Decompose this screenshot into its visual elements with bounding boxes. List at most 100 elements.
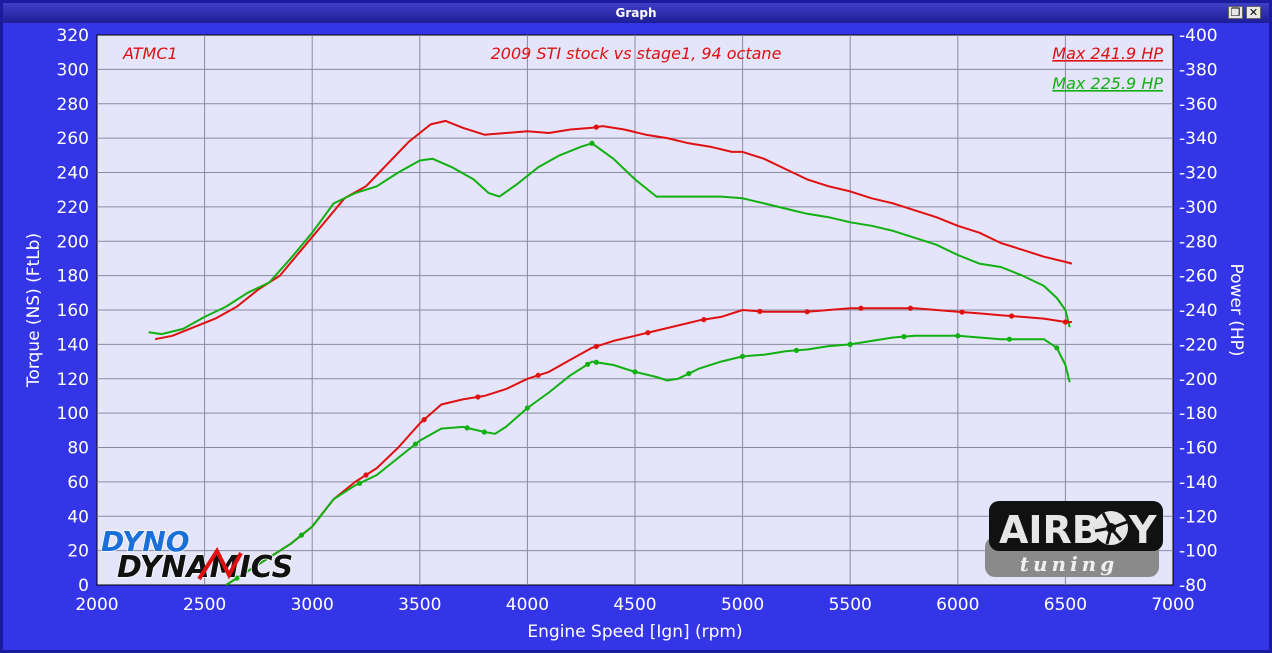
dyno-dynamics-logo: DYNO DYNAMICS	[100, 524, 294, 586]
airboy-logo-y: Y	[1128, 508, 1157, 552]
left-tick-label: 100	[57, 404, 89, 424]
series-marker	[535, 372, 541, 378]
series-line-2	[225, 307, 1072, 586]
right-tick-label: -360	[1179, 95, 1218, 115]
series-line-3	[225, 334, 1071, 586]
left-tick-label: 40	[67, 507, 89, 527]
right-tick-label: -300	[1179, 198, 1218, 218]
airboy-logo-tuning: tuning	[1020, 552, 1118, 576]
series-markers	[234, 124, 1068, 581]
x-tick-label: 7000	[1151, 595, 1194, 615]
left-tick-label: 160	[57, 301, 89, 321]
airboy-logo-word: AIRB	[999, 508, 1101, 552]
right-tick-label: -320	[1179, 164, 1218, 184]
x-axis-label: Engine Speed [Ign] (rpm)	[527, 622, 742, 642]
series-marker	[1009, 313, 1015, 319]
legend-max-green: Max 225.9 HP	[1052, 74, 1163, 93]
right-tick-label: -120	[1179, 507, 1218, 527]
series-marker	[901, 334, 907, 340]
right-tick-label: -140	[1179, 473, 1218, 493]
x-tick-label: 3500	[398, 595, 441, 615]
x-tick-label: 2000	[75, 595, 118, 615]
right-axis-label: Power (HP)	[1226, 263, 1246, 356]
right-tick-label: -100	[1179, 542, 1218, 562]
series-marker	[593, 343, 599, 350]
airboy-logo: AIRB Y tuning	[985, 501, 1163, 577]
left-tick-label: 60	[67, 473, 89, 493]
restore-button[interactable]: ❐	[1228, 6, 1243, 19]
right-tick-label: -280	[1179, 232, 1218, 252]
dyno-logo-swoosh	[197, 546, 243, 581]
series-marker	[356, 480, 363, 486]
series-marker	[475, 394, 481, 400]
right-tick-label: -220	[1179, 335, 1218, 355]
window-titlebar[interactable]: Graph	[3, 3, 1269, 23]
left-tick-label: 140	[57, 335, 89, 355]
series-marker	[1062, 319, 1068, 325]
window-title: Graph	[615, 6, 657, 20]
right-tick-label: -240	[1179, 301, 1218, 321]
series-marker	[757, 308, 763, 314]
series-marker	[234, 575, 240, 581]
x-tick-label: 2500	[183, 595, 226, 615]
series-marker	[464, 425, 470, 431]
right-tick-label: -380	[1179, 60, 1218, 80]
right-tick-label: -340	[1179, 129, 1218, 149]
left-axis-label: Torque (NS) (FtLb)	[24, 233, 44, 388]
series-marker	[793, 347, 800, 353]
series-marker	[858, 305, 864, 311]
series-lines	[148, 119, 1073, 586]
x-tick-label: 6000	[936, 595, 979, 615]
right-tick-label: -200	[1179, 370, 1218, 390]
right-tick-label: -260	[1179, 267, 1218, 287]
right-tick-label: -180	[1179, 404, 1218, 424]
series-line-0	[154, 119, 1073, 341]
series-marker	[421, 417, 427, 423]
right-axis-ticks: -80 -100 -120 -140 -160 -180 -200 -220 -240 -260 -…	[1179, 26, 1218, 596]
series-marker	[266, 554, 272, 561]
series-marker	[847, 341, 853, 347]
series-marker	[1054, 345, 1060, 351]
left-tick-label: 80	[67, 439, 89, 459]
left-tick-label: 300	[57, 60, 89, 80]
series-marker	[740, 353, 746, 360]
x-tick-label: 5500	[829, 595, 872, 615]
right-tick-label: -160	[1179, 439, 1218, 459]
series-marker	[585, 361, 591, 367]
series-marker	[701, 317, 707, 323]
series-marker	[645, 330, 651, 336]
left-tick-label: 260	[57, 129, 89, 149]
dyno-chart: 2000 2500 3000 3500 4000 4500 5000 5500 6000 6500…	[24, 26, 1246, 642]
series-line-1	[148, 142, 1071, 336]
x-tick-label: 3000	[291, 595, 334, 615]
series-marker	[1006, 336, 1013, 342]
right-tick-label: -80	[1179, 576, 1207, 596]
close-button[interactable]: ✕	[1246, 6, 1261, 19]
dyno-logo-word: DYNO	[101, 525, 190, 558]
left-tick-label: 320	[57, 26, 89, 46]
series-marker	[363, 472, 369, 478]
left-tick-label: 20	[67, 542, 89, 562]
series-marker	[481, 429, 487, 435]
x-tick-label: 4500	[613, 595, 656, 615]
right-tick-label: -400	[1179, 26, 1218, 46]
series-marker	[298, 532, 305, 538]
series-marker	[955, 333, 961, 339]
x-tick-label: 5000	[721, 595, 764, 615]
series-marker	[412, 441, 419, 447]
series-marker	[907, 305, 914, 311]
series-marker	[804, 309, 810, 315]
grid-lines	[97, 35, 1173, 585]
annotation-run-name: ATMC1	[122, 44, 178, 63]
x-axis-ticks: 2000 2500 3000 3500 4000 4500 5000 5500 6000 6500…	[75, 595, 1194, 615]
fan-icon-blades	[1094, 512, 1128, 545]
series-marker	[959, 309, 965, 315]
left-tick-label: 120	[57, 370, 89, 390]
series-marker	[593, 124, 599, 130]
annotation-title: 2009 STI stock vs stage1, 94 octane	[491, 44, 782, 63]
legend-max-red: Max 241.9 HP	[1052, 44, 1163, 63]
left-tick-label: 180	[57, 267, 89, 287]
x-tick-label: 6500	[1044, 595, 1087, 615]
series-marker	[524, 405, 531, 411]
